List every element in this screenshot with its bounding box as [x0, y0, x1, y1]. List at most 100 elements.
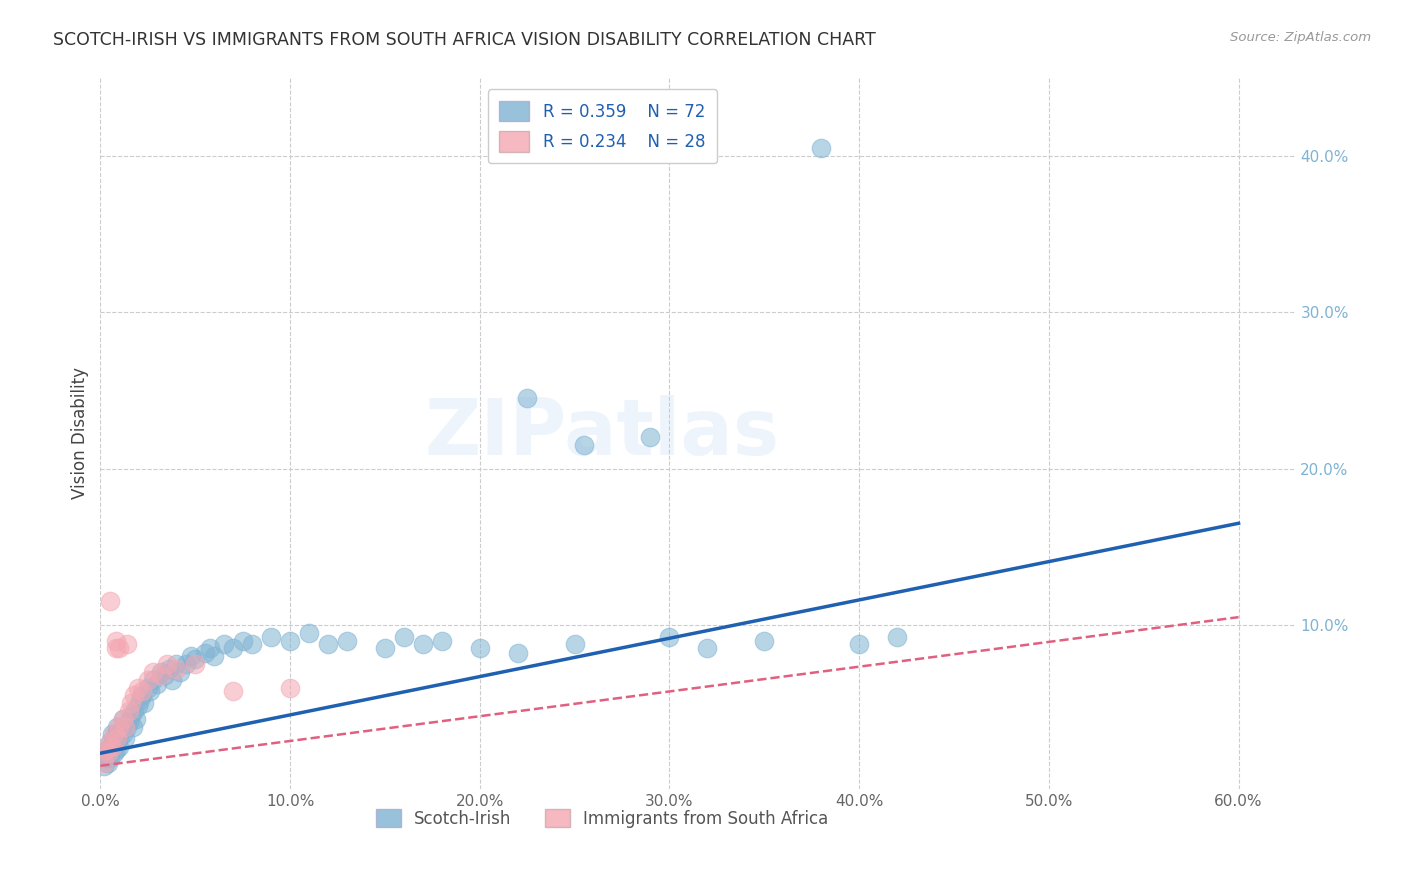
Point: [754, 633, 776, 648]
Point: [810, 141, 832, 155]
Point: [124, 704, 146, 718]
Point: [162, 673, 184, 687]
Point: [94, 743, 117, 757]
Point: [125, 712, 148, 726]
Point: [108, 720, 131, 734]
Point: [118, 714, 141, 729]
Point: [100, 727, 122, 741]
Point: [112, 727, 135, 741]
Point: [97, 746, 120, 760]
Point: [165, 657, 187, 671]
Point: [127, 699, 149, 714]
Point: [572, 438, 595, 452]
Text: SCOTCH-IRISH VS IMMIGRANTS FROM SOUTH AFRICA VISION DISABILITY CORRELATION CHART: SCOTCH-IRISH VS IMMIGRANTS FROM SOUTH AF…: [53, 31, 876, 49]
Point: [412, 637, 434, 651]
Point: [316, 637, 339, 651]
Point: [260, 631, 283, 645]
Point: [886, 631, 908, 645]
Text: ZIPatlas: ZIPatlas: [425, 395, 780, 471]
Point: [506, 646, 529, 660]
Point: [658, 631, 681, 645]
Point: [194, 646, 217, 660]
Point: [150, 668, 173, 682]
Point: [98, 735, 121, 749]
Point: [114, 731, 136, 745]
Point: [115, 637, 138, 651]
Legend: Scotch-Irish, Immigrants from South Africa: Scotch-Irish, Immigrants from South Afri…: [370, 803, 835, 834]
Point: [98, 751, 121, 765]
Text: Source: ZipAtlas.com: Source: ZipAtlas.com: [1230, 31, 1371, 45]
Point: [200, 641, 222, 656]
Point: [430, 633, 453, 648]
Point: [104, 641, 127, 656]
Point: [640, 430, 662, 444]
Point: [232, 633, 254, 648]
Point: [174, 657, 197, 671]
Point: [150, 665, 173, 679]
Point: [120, 696, 142, 710]
Point: [136, 681, 159, 695]
Point: [104, 743, 127, 757]
Point: [374, 641, 396, 656]
Point: [108, 739, 131, 754]
Point: [108, 641, 131, 656]
Point: [108, 731, 131, 745]
Point: [110, 724, 132, 739]
Point: [298, 625, 321, 640]
Point: [121, 720, 143, 734]
Point: [468, 641, 491, 656]
Point: [104, 727, 127, 741]
Point: [202, 649, 225, 664]
Point: [120, 708, 142, 723]
Point: [222, 641, 245, 656]
Point: [212, 637, 235, 651]
Point: [129, 693, 152, 707]
Point: [165, 662, 187, 676]
Point: [146, 677, 169, 691]
Point: [112, 712, 135, 726]
Point: [222, 683, 245, 698]
Point: [278, 681, 301, 695]
Point: [112, 712, 135, 726]
Point: [124, 689, 146, 703]
Point: [103, 735, 125, 749]
Point: [136, 673, 159, 687]
Point: [93, 758, 115, 772]
Point: [131, 689, 153, 703]
Point: [153, 668, 176, 682]
Point: [118, 704, 141, 718]
Point: [278, 633, 301, 648]
Point: [240, 637, 263, 651]
Point: [107, 731, 129, 745]
Point: [100, 739, 122, 754]
Point: [156, 657, 179, 671]
Point: [107, 720, 129, 734]
Point: [131, 683, 153, 698]
Point: [516, 391, 538, 405]
Point: [97, 756, 120, 770]
Point: [169, 665, 191, 679]
Point: [98, 735, 121, 749]
Point: [103, 746, 125, 760]
Point: [97, 746, 120, 760]
Point: [138, 683, 160, 698]
Point: [98, 594, 121, 608]
Point: [103, 727, 125, 741]
Point: [184, 652, 207, 666]
Point: [180, 649, 202, 664]
Point: [127, 681, 149, 695]
Point: [157, 662, 180, 676]
Point: [94, 751, 117, 765]
Point: [94, 743, 117, 757]
Point: [115, 720, 138, 734]
Point: [696, 641, 718, 656]
Point: [142, 673, 165, 687]
Point: [100, 739, 122, 754]
Point: [142, 665, 165, 679]
Point: [93, 756, 115, 770]
Point: [184, 657, 207, 671]
Point: [848, 637, 870, 651]
Point: [107, 735, 129, 749]
Y-axis label: Vision Disability: Vision Disability: [72, 368, 89, 500]
Point: [104, 633, 127, 648]
